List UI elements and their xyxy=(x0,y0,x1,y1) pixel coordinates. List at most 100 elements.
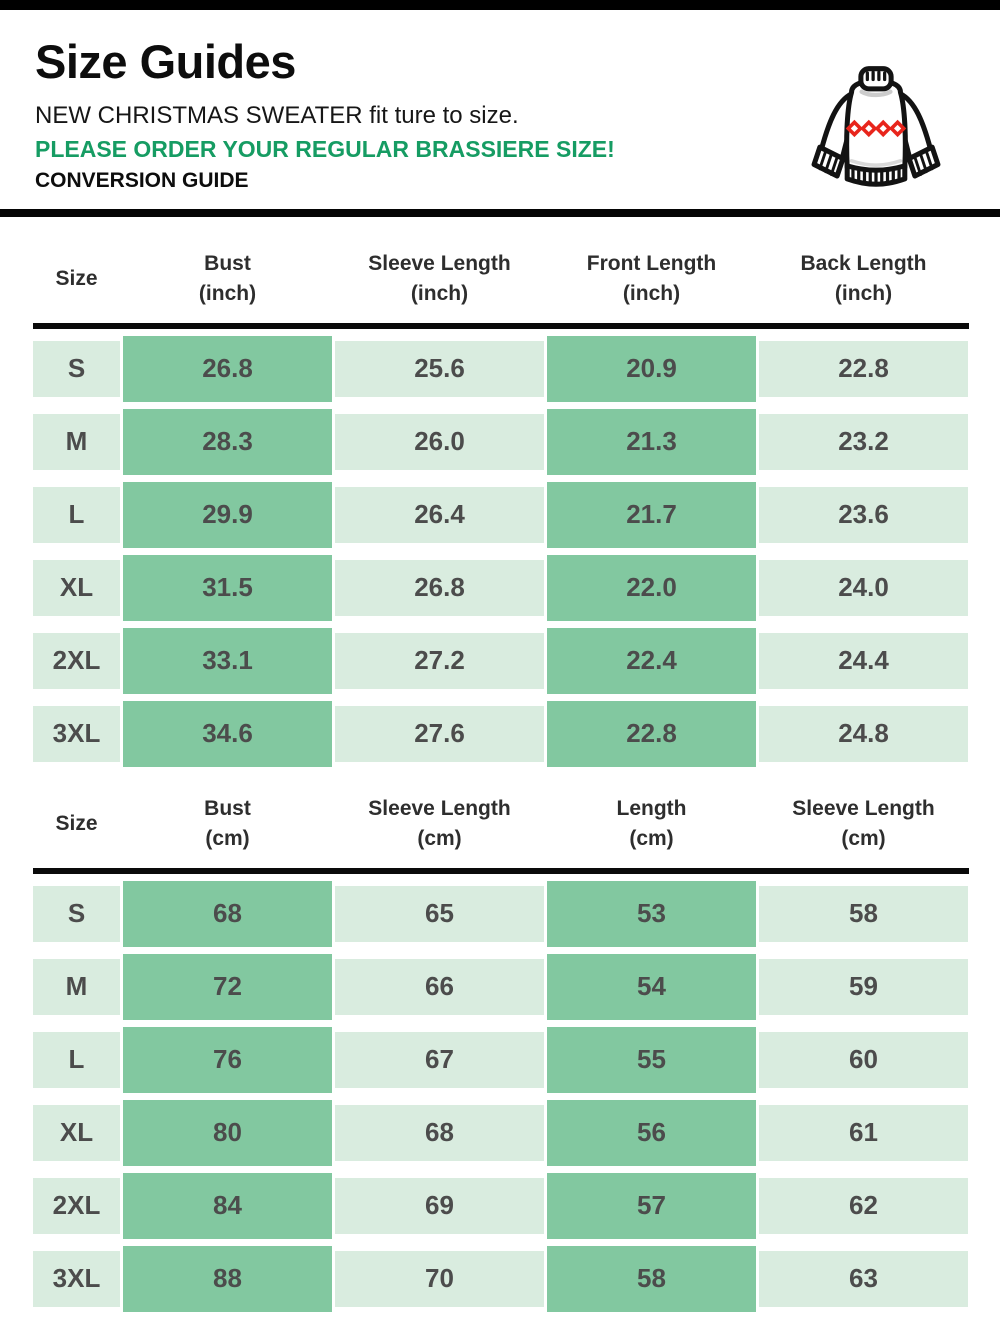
value-cell: 26.8 xyxy=(123,335,332,402)
table-header-rule xyxy=(33,322,969,329)
value-cell: 22.8 xyxy=(759,340,968,397)
column-label: Front Length xyxy=(586,251,717,275)
size-cell: L xyxy=(33,486,120,543)
table-row: L 76 67 55 60 xyxy=(33,1026,969,1093)
column-label: Sleeve Length xyxy=(368,251,511,275)
page-title: Size Guides xyxy=(35,35,296,88)
value-cell: 24.4 xyxy=(759,632,968,689)
column-unit: (cm) xyxy=(205,826,250,850)
value-cell: 63 xyxy=(759,1250,968,1307)
diamond-pattern xyxy=(845,119,907,138)
value-cell: 21.3 xyxy=(547,408,756,475)
column-label: Bust xyxy=(204,251,251,275)
table-header-rule xyxy=(33,867,969,874)
table-row: 3XL 34.6 27.6 22.8 24.8 xyxy=(33,700,969,767)
size-cell: 2XL xyxy=(33,632,120,689)
table-header-row: Size Bust (cm) Sleeve Length (cm) Length (cm) S… xyxy=(33,779,969,868)
value-cell: 23.2 xyxy=(759,413,968,470)
table-body: S 68 65 53 58 M 72 66 54 59 L 76 67 55 60 XL 80 68 56 61 2XL… xyxy=(33,874,969,1312)
column-header-bust: Bust (inch) xyxy=(123,249,332,309)
table-row: S 26.8 25.6 20.9 22.8 xyxy=(33,335,969,402)
size-cell: M xyxy=(33,958,120,1015)
size-cell: S xyxy=(33,885,120,942)
size-cell: XL xyxy=(33,1104,120,1161)
size-cell: M xyxy=(33,413,120,470)
column-unit: (inch) xyxy=(198,281,257,305)
order-size-warning: PLEASE ORDER YOUR REGULAR BRASSIERE SIZE… xyxy=(35,136,615,163)
column-label: Back Length xyxy=(800,251,927,275)
value-cell: 33.1 xyxy=(123,627,332,694)
value-cell: 27.2 xyxy=(335,632,544,689)
value-cell: 22.8 xyxy=(547,700,756,767)
value-cell: 68 xyxy=(335,1104,544,1161)
value-cell: 25.6 xyxy=(335,340,544,397)
size-cell: 3XL xyxy=(33,705,120,762)
section-divider xyxy=(0,208,1000,217)
value-cell: 29.9 xyxy=(123,481,332,548)
table-row: 3XL 88 70 58 63 xyxy=(33,1245,969,1312)
value-cell: 53 xyxy=(547,880,756,947)
christmas-sweater-icon xyxy=(804,62,948,192)
value-cell: 60 xyxy=(759,1031,968,1088)
table-row: XL 80 68 56 61 xyxy=(33,1099,969,1166)
value-cell: 54 xyxy=(547,953,756,1020)
fit-note: NEW CHRISTMAS SWEATER fit ture to size. xyxy=(35,101,519,129)
top-black-bar xyxy=(0,0,1000,10)
value-cell: 62 xyxy=(759,1177,968,1234)
value-cell: 24.8 xyxy=(759,705,968,762)
table-body: S 26.8 25.6 20.9 22.8 M 28.3 26.0 21.3 23.2 L 29.9 2… xyxy=(33,329,969,767)
value-cell: 65 xyxy=(335,885,544,942)
column-label: Sleeve Length xyxy=(368,796,511,820)
value-cell: 70 xyxy=(335,1250,544,1307)
size-cell: L xyxy=(33,1031,120,1088)
value-cell: 68 xyxy=(123,880,332,947)
value-cell: 22.4 xyxy=(547,627,756,694)
value-cell: 76 xyxy=(123,1026,332,1093)
page-header: Size Guides NEW CHRISTMAS SWEATER fit tu… xyxy=(0,10,1000,193)
value-cell: 59 xyxy=(759,958,968,1015)
table-row: XL 31.5 26.8 22.0 24.0 xyxy=(33,554,969,621)
column-label: Size xyxy=(55,266,98,290)
column-header-length: Length (cm) xyxy=(547,794,756,854)
table-row: 2XL 84 69 57 62 xyxy=(33,1172,969,1239)
column-unit: (inch) xyxy=(622,281,681,305)
size-table-cm: Size Bust (cm) Sleeve Length (cm) Length (cm) S… xyxy=(33,779,969,1312)
size-table-inch: Size Bust (inch) Sleeve Length (inch) Front L… xyxy=(33,217,969,767)
value-cell: 31.5 xyxy=(123,554,332,621)
value-cell: 56 xyxy=(547,1099,756,1166)
table-header-row: Size Bust (inch) Sleeve Length (inch) Front L… xyxy=(33,217,969,323)
value-cell: 24.0 xyxy=(759,559,968,616)
column-header-size: Size xyxy=(33,264,120,294)
value-cell: 21.7 xyxy=(547,481,756,548)
column-header-sleeve-length: Sleeve Length (cm) xyxy=(759,794,968,854)
table-row: M 28.3 26.0 21.3 23.2 xyxy=(33,408,969,475)
value-cell: 58 xyxy=(547,1245,756,1312)
table-row: L 29.9 26.4 21.7 23.6 xyxy=(33,481,969,548)
value-cell: 57 xyxy=(547,1172,756,1239)
value-cell: 67 xyxy=(335,1031,544,1088)
column-label: Length xyxy=(616,796,687,820)
value-cell: 61 xyxy=(759,1104,968,1161)
value-cell: 69 xyxy=(335,1177,544,1234)
size-cell: S xyxy=(33,340,120,397)
value-cell: 23.6 xyxy=(759,486,968,543)
column-unit: (cm) xyxy=(841,826,886,850)
value-cell: 88 xyxy=(123,1245,332,1312)
table-row: S 68 65 53 58 xyxy=(33,880,969,947)
column-header-bust: Bust (cm) xyxy=(123,794,332,854)
value-cell: 72 xyxy=(123,953,332,1020)
column-header-back-length: Back Length (inch) xyxy=(759,249,968,309)
column-unit: (inch) xyxy=(834,281,893,305)
column-label: Size xyxy=(55,811,98,835)
table-row: 2XL 33.1 27.2 22.4 24.4 xyxy=(33,627,969,694)
column-unit: (cm) xyxy=(417,826,462,850)
value-cell: 66 xyxy=(335,958,544,1015)
column-header-sleeve-length: Sleeve Length (inch) xyxy=(335,249,544,309)
value-cell: 58 xyxy=(759,885,968,942)
value-cell: 22.0 xyxy=(547,554,756,621)
value-cell: 26.4 xyxy=(335,486,544,543)
value-cell: 26.8 xyxy=(335,559,544,616)
column-header-front-length: Front Length (inch) xyxy=(547,249,756,309)
value-cell: 55 xyxy=(547,1026,756,1093)
column-header-sleeve-length: Sleeve Length (cm) xyxy=(335,794,544,854)
